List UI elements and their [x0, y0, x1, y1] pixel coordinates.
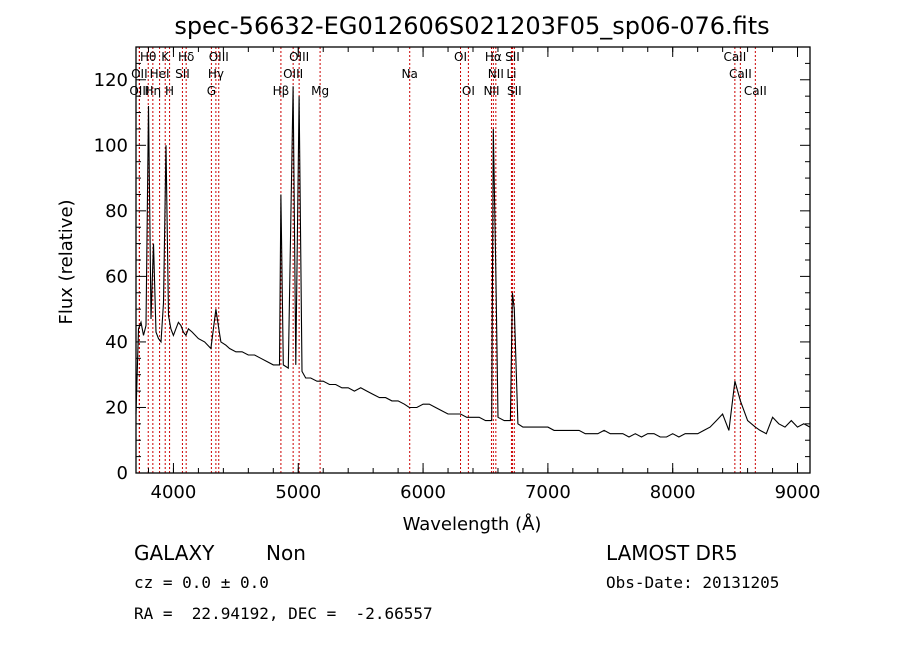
line-label-13: OIII	[289, 50, 309, 64]
line-label-23: NII	[483, 84, 499, 98]
y-tick-label-1: 20	[105, 397, 128, 418]
line-label-2: Hη	[145, 84, 162, 98]
line-label-21: NII	[488, 67, 504, 81]
x-tick-label-1: 5000	[275, 482, 321, 503]
line-label-16: Na	[402, 67, 418, 81]
line-label-25: CaII	[723, 50, 746, 64]
y-axis-label: Flux (relative)	[56, 199, 77, 324]
line-label-20: SII	[505, 50, 520, 64]
redshift-cz: cz = 0.0 ± 0.0	[134, 573, 269, 592]
survey-name: LAMOST DR5	[606, 541, 738, 565]
line-label-5: K	[161, 50, 170, 64]
x-tick-label-0: 4000	[151, 482, 197, 503]
line-label-0: OII	[131, 67, 148, 81]
y-tick-label-5: 100	[94, 135, 128, 156]
line-label-27: CaII	[744, 84, 767, 98]
line-label-3: Hθ	[140, 50, 156, 64]
line-label-1: OIII	[129, 84, 149, 98]
line-label-6: H	[165, 84, 174, 98]
x-tick-label-5: 9000	[775, 482, 821, 503]
x-tick-label-3: 7000	[525, 482, 571, 503]
line-label-18: OI	[462, 84, 475, 98]
line-label-4: HeI	[150, 67, 170, 81]
x-axis: 4000 5000 6000 7000 8000 9000	[147, 47, 821, 503]
x-axis-label: Wavelength (Å)	[403, 513, 542, 535]
x-tick-label-4: 8000	[650, 482, 696, 503]
line-label-12: Hβ	[273, 84, 290, 98]
y-axis: 0 20 40 60 80 100 120	[94, 46, 810, 484]
chart-title: spec-56632-EG012606S021203F05_sp06-076.f…	[174, 12, 769, 40]
line-label-10: Hγ	[208, 67, 224, 81]
y-tick-label-6: 120	[94, 70, 128, 91]
y-tick-label-3: 60	[105, 266, 128, 287]
spectrum-line	[135, 86, 811, 438]
x-tick-label-2: 6000	[400, 482, 446, 503]
line-label-24: SII	[507, 84, 522, 98]
line-label-19: Hα	[485, 50, 502, 64]
line-label-22: Li	[506, 67, 516, 81]
y-tick-label-4: 80	[105, 201, 128, 222]
line-label-11: G	[207, 84, 216, 98]
line-label-14: OIII	[283, 67, 303, 81]
line-label-15: Mg	[311, 84, 329, 98]
line-label-8: SII	[175, 67, 190, 81]
line-label-17: OI	[454, 50, 467, 64]
object-subclass: Non	[266, 541, 306, 565]
line-label-7: Hδ	[178, 50, 194, 64]
y-tick-label-2: 40	[105, 332, 128, 353]
spectral-line-markers	[138, 47, 756, 473]
object-class: GALAXY	[134, 541, 215, 565]
y-tick-label-0: 0	[117, 463, 128, 484]
line-label-26: CaII	[729, 67, 752, 81]
plot-frame	[135, 46, 811, 474]
coordinates: RA = 22.94192, DEC = -2.66557	[134, 604, 433, 623]
observation-date: Obs-Date: 20131205	[606, 573, 780, 592]
line-label-9: OIII	[209, 50, 229, 64]
